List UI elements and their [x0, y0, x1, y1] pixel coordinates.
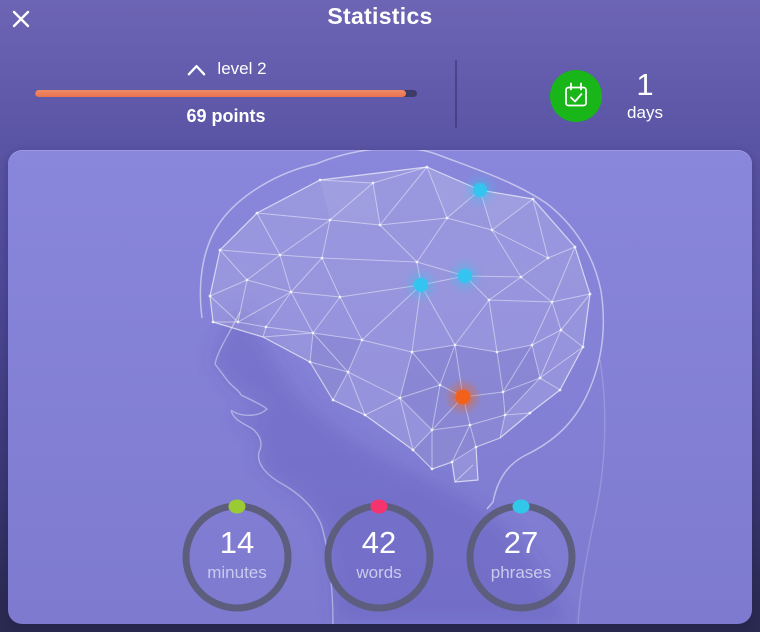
brain-activity-dot-mid-right — [453, 264, 477, 288]
points-label: 69 points — [186, 106, 266, 126]
page-title: Statistics — [327, 3, 433, 29]
stat-label: words — [356, 563, 402, 582]
mesh-shade-dark — [310, 333, 362, 400]
stat-ring-words: 42 words — [321, 499, 437, 615]
stat-value: 42 — [361, 525, 397, 560]
brain-activity-dot-mid-left — [409, 273, 433, 297]
level-label: level 2 — [217, 59, 267, 78]
brain-activity-dot-lower — [450, 384, 476, 410]
streak-section: 1 days — [549, 69, 674, 123]
progress-fill — [35, 90, 406, 97]
face-profile-outline — [214, 311, 334, 624]
stat-dot — [512, 499, 530, 514]
stat-ring-phrases: 27 phrases — [463, 499, 579, 615]
stats-card: 14 minutes 42 words 27 phrases — [8, 150, 752, 624]
brain-outer-contour — [199, 150, 605, 510]
calendar-check-icon — [550, 70, 602, 122]
mesh-shade — [320, 180, 380, 225]
brain-visualization — [199, 150, 606, 624]
mesh-shade-dark — [413, 415, 505, 469]
mesh-shade — [427, 167, 480, 218]
streak-value: 1 — [636, 67, 654, 102]
stat-label: minutes — [207, 563, 267, 582]
stat-dot — [370, 499, 388, 514]
mesh-shade — [480, 190, 533, 230]
head-silhouette — [213, 310, 569, 624]
brain-activity-dot-top — [468, 178, 492, 202]
streak-badge — [550, 70, 602, 122]
level-section: level 2 69 points — [35, 57, 417, 127]
stat-value: 14 — [219, 525, 255, 560]
stat-ring-minutes: 14 minutes — [179, 499, 295, 615]
back-head-outline — [577, 359, 606, 624]
chevron-up-icon — [188, 64, 206, 75]
streak-unit: days — [627, 103, 663, 122]
stat-dot — [228, 499, 246, 514]
progress-bar — [35, 90, 417, 97]
section-divider — [455, 60, 457, 128]
stat-value: 27 — [503, 525, 539, 560]
brain-mesh-nodes — [208, 165, 592, 471]
close-button[interactable] — [6, 4, 36, 34]
close-icon — [12, 10, 30, 28]
stat-label: phrases — [490, 563, 552, 582]
